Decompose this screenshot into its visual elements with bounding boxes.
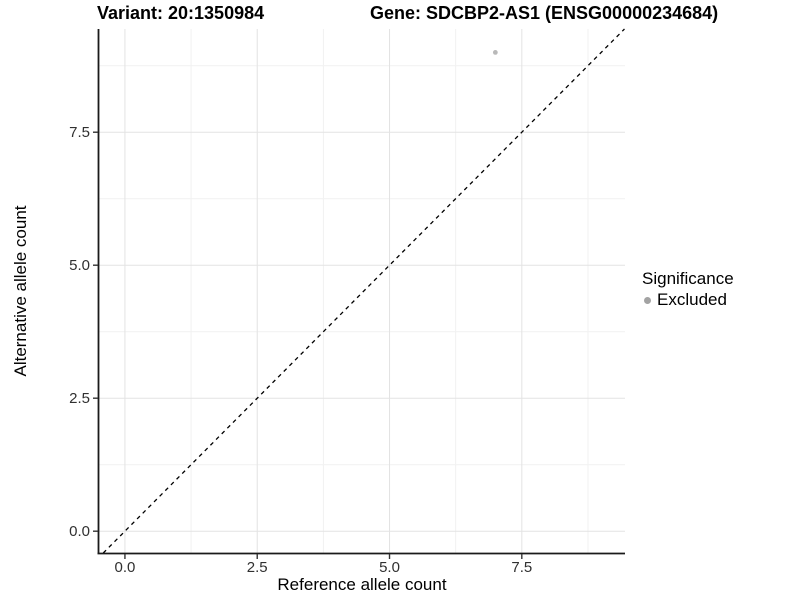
x-tick-label: 2.5	[247, 559, 268, 576]
identity-line	[102, 28, 625, 554]
x-tick-label: 7.5	[511, 559, 532, 576]
y-axis-label: Alternative allele count	[11, 205, 30, 377]
y-tick-label: 5.0	[69, 257, 90, 274]
legend-title: Significance	[642, 269, 734, 288]
y-tick-label: 0.0	[69, 523, 90, 540]
y-tick-label: 7.5	[69, 124, 90, 141]
x-tick-label: 0.0	[114, 559, 135, 576]
legend: Significance Excluded	[640, 269, 734, 310]
variant-title: Variant: 20:1350984	[97, 3, 265, 23]
legend-point-icon	[644, 296, 651, 304]
legend-item-label: Excluded	[657, 290, 727, 309]
data-point	[492, 50, 498, 55]
x-tick-label: 5.0	[379, 559, 400, 576]
y-tick-label: 2.5	[69, 390, 90, 407]
x-axis-label: Reference allele count	[277, 575, 447, 594]
legend-item: Excluded	[640, 290, 734, 310]
gene-title: Gene: SDCBP2-AS1 (ENSG00000234684)	[370, 3, 719, 23]
